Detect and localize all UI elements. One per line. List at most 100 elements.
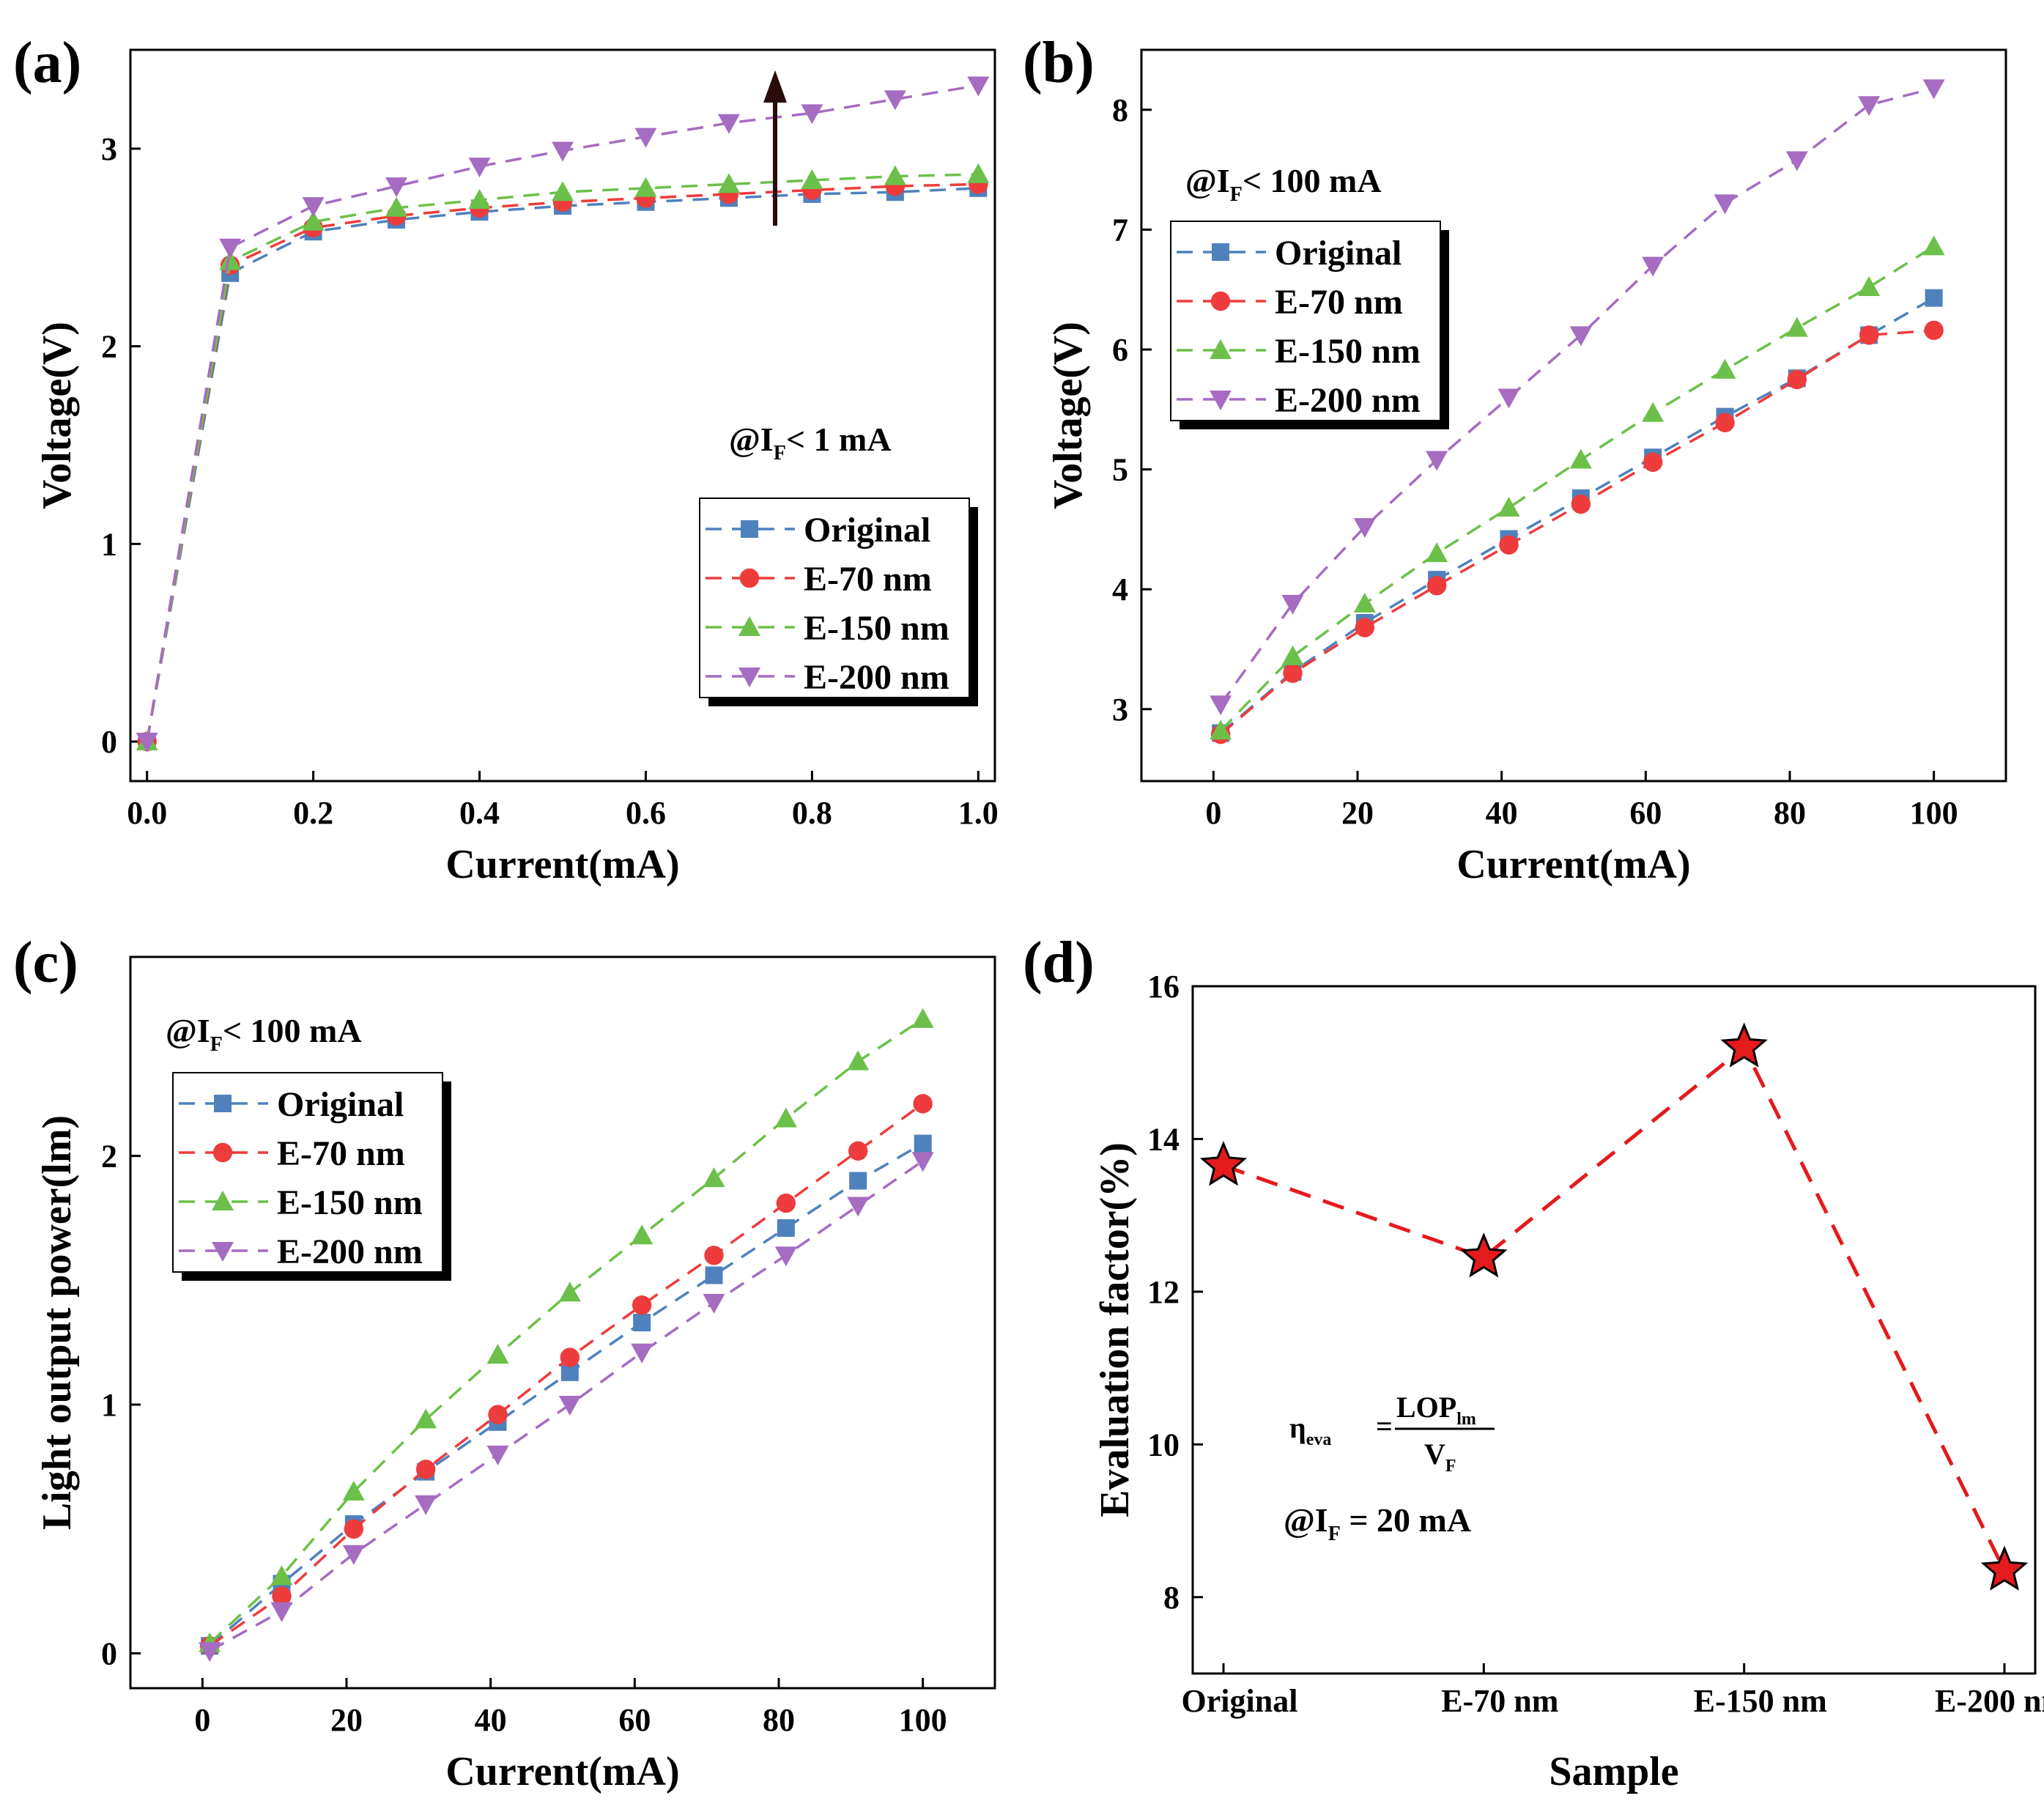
data-point-e-150-nm <box>558 1282 581 1302</box>
legend-label: E-200 nm <box>804 658 949 697</box>
legend-entry-e-70-nm: E-70 nm <box>706 560 932 599</box>
legend-label: Original <box>1275 234 1401 273</box>
data-point-e-200-nm <box>558 1396 581 1416</box>
panel-b-plot: 0 20 40 60 80 100 3 4 5 6 7 8 <box>1112 79 1958 831</box>
legend-marker-e-150-nm <box>212 1191 234 1210</box>
legend-marker-e-200-nm <box>738 668 760 687</box>
panel-a-arrow <box>763 70 787 226</box>
x-tick-label: 0.2 <box>293 795 333 831</box>
data-point-e-200-nm <box>1642 256 1665 277</box>
data-point-e-70-nm <box>913 1094 933 1114</box>
x-tick-label: 1.0 <box>958 795 999 831</box>
panel-a-ylabel: Voltage(V) <box>34 322 80 509</box>
x-tick-label: 40 <box>475 1702 507 1738</box>
x-tick-label: Original <box>1182 1683 1298 1719</box>
x-tick-label: 0 <box>194 1702 210 1738</box>
panel-b-xlabel: Current(mA) <box>1456 842 1690 887</box>
y-tick-label: 2 <box>101 1139 117 1175</box>
panel-b-frame <box>1140 48 2007 783</box>
data-point-e-70-nm <box>1460 1232 1508 1278</box>
legend-label: E-150 nm <box>277 1183 423 1222</box>
data-point-e-200-nm <box>385 177 408 198</box>
panel-d-annotation: @IF = 20 mA <box>1284 1501 1471 1545</box>
legend-entry-e-150-nm: E-150 nm <box>1177 332 1421 371</box>
x-tick-label: 40 <box>1486 795 1518 831</box>
data-point-e-70-nm <box>632 1295 652 1315</box>
panel-d-label: (d) <box>1023 931 1095 995</box>
panel-c: (c) 0 20 40 60 80 100 0 1 2 Current(mA) Light ou… <box>13 931 996 1794</box>
y-tick-label: 16 <box>1147 969 1180 1005</box>
data-point-e-150-nm <box>1353 592 1376 613</box>
data-point-e-200-nm <box>199 1642 221 1663</box>
data-point-e-70-nm <box>1787 369 1807 390</box>
formula-lhs: ηeva <box>1289 1411 1331 1449</box>
legend-label: E-70 nm <box>277 1134 405 1173</box>
x-tick-label: 0.8 <box>792 795 832 831</box>
data-point-e-150-nm <box>847 1050 870 1070</box>
data-point-e-150-nm <box>967 163 990 183</box>
data-point-e-150-nm <box>385 196 408 217</box>
legend-entry-e-150-nm: E-150 nm <box>706 609 949 648</box>
x-tick-label: E-200 nm <box>1935 1683 2044 1719</box>
data-point-e-70-nm <box>776 1193 796 1213</box>
data-point-e-200-nm <box>302 197 325 218</box>
legend-marker-e-70-nm <box>1210 291 1231 311</box>
data-point-e-200-nm <box>415 1495 437 1515</box>
data-point-e-70-nm <box>415 1460 436 1479</box>
data-point-e-70-nm <box>1859 325 1879 345</box>
x-tick-label: 0.0 <box>127 795 167 831</box>
data-point-e-70-nm <box>1283 663 1303 683</box>
data-point-e-200-nm <box>1426 451 1448 471</box>
panel-a-frame <box>129 48 996 783</box>
data-point-e-70-nm <box>272 1586 292 1606</box>
data-point-original <box>1199 1140 1248 1186</box>
panel-c-annotation: @IF< 100 mA <box>166 1012 362 1056</box>
legend-marker-e-150-nm <box>1210 339 1232 359</box>
data-point-e-200-nm <box>703 1293 725 1314</box>
data-point-e-200-nm <box>270 1602 293 1622</box>
y-tick-label: 7 <box>1112 212 1128 248</box>
x-tick-label: 20 <box>1341 795 1374 831</box>
x-tick-label: 60 <box>1629 795 1662 831</box>
x-tick-label: 0.4 <box>459 795 500 831</box>
data-point-e-70-nm <box>1924 320 1944 341</box>
data-point-e-70-nm <box>560 1347 580 1367</box>
series-e-200-nm <box>136 76 990 753</box>
data-point-e-70-nm <box>1715 413 1735 433</box>
data-point-original <box>914 1134 932 1153</box>
series-e-150-nm <box>1210 235 1945 740</box>
data-point-original <box>633 1314 651 1331</box>
data-point-e-200-nm <box>1353 518 1376 539</box>
y-tick-label: 4 <box>1112 572 1128 607</box>
legend-entry-original: Original <box>1177 234 1401 273</box>
data-point-e-150-nm <box>1714 358 1736 379</box>
legend-entry-e-70-nm: E-70 nm <box>179 1134 405 1173</box>
y-tick-label: 2 <box>101 329 117 365</box>
data-point-e-150-nm <box>1281 645 1304 665</box>
data-point-e-150-nm <box>270 1565 293 1586</box>
legend-entry-e-150-nm: E-150 nm <box>179 1183 423 1222</box>
y-tick-label: 0 <box>101 1635 117 1671</box>
series-e-70-nm <box>1210 320 1944 744</box>
data-point-e-200-nm <box>774 1246 797 1267</box>
data-point-e-200-nm <box>1785 151 1808 171</box>
data-point-e-200-nm <box>717 114 740 134</box>
data-point-original <box>777 1219 795 1238</box>
series-line-evaluation-factor <box>1223 1044 2007 1572</box>
y-tick-label: 12 <box>1147 1274 1180 1310</box>
legend-marker-original <box>214 1095 232 1112</box>
legend-marker-e-70-nm <box>212 1142 233 1163</box>
data-point-e-70-nm <box>344 1519 364 1539</box>
data-point-e-150-nm <box>1426 542 1448 563</box>
data-point-e-150-nm <box>631 1224 653 1245</box>
y-tick-label: 6 <box>1112 332 1128 368</box>
data-point-e-150-nm <box>1210 720 1232 740</box>
y-tick-label: 3 <box>1112 692 1128 728</box>
data-point-e-150-nm <box>1642 402 1665 422</box>
data-point-e-200-nm <box>967 76 990 97</box>
data-point-e-150-nm <box>552 181 574 201</box>
series-line-e-200-nm <box>1219 86 1935 706</box>
legend-entry-e-200-nm: E-200 nm <box>706 658 949 697</box>
data-point-e-150-nm <box>774 1107 797 1128</box>
data-point-e-200-nm <box>1922 79 1945 100</box>
